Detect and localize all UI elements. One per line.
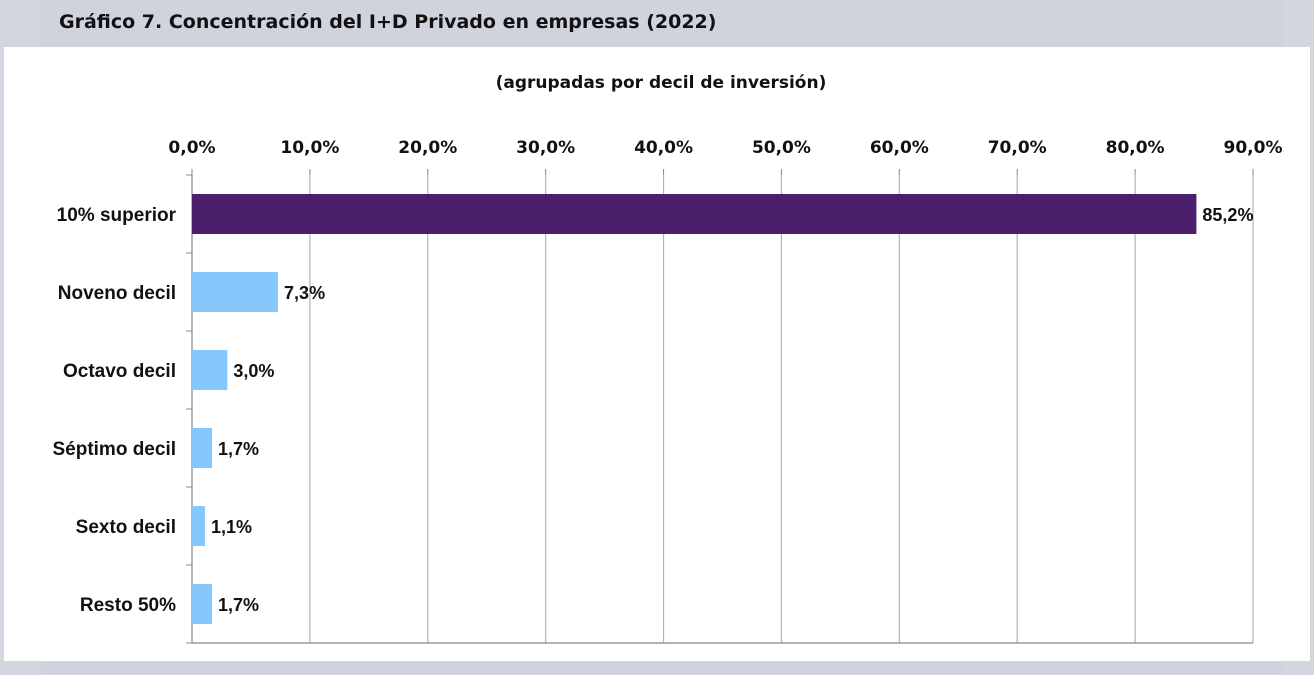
axes [186,169,1254,644]
category-label: Resto 50% [80,595,176,616]
bar [192,272,279,312]
figure-header: Gráfico 7. Concentración del I+D Privado… [41,0,1282,47]
category-label: Sexto decil [76,517,176,538]
bar [192,350,228,390]
gridlines [309,175,1254,643]
x-tick-label: 10,0% [280,138,339,158]
x-tick-label: 90,0% [1224,138,1283,158]
x-tick-label: 20,0% [398,138,457,158]
value-label: 1,7% [218,595,259,615]
category-label: Octavo decil [63,361,176,382]
value-label: 85,2% [1202,205,1253,225]
x-tick-label: 30,0% [516,138,575,158]
figure-footer [41,661,1282,675]
bar [192,584,213,624]
category-label: Noveno decil [58,283,176,304]
x-tick-label: 80,0% [1106,138,1165,158]
category-label: Séptimo decil [52,439,176,460]
category-labels: 10% superior Noveno decil Octavo decil Sépt… [52,205,176,616]
figure-title: Gráfico 7. Concentración del I+D Privado… [59,11,717,33]
x-tick-label: 50,0% [752,138,811,158]
value-label: 7,3% [284,283,325,303]
x-tick-label: 70,0% [988,138,1047,158]
bar [192,506,205,546]
bar [192,194,1197,234]
x-tick-label: 60,0% [870,138,929,158]
bar [192,428,213,468]
x-tick-label: 0,0% [168,138,215,158]
bars [192,194,1197,624]
x-tick-labels: 0,0% 10,0% 20,0% 30,0% 40,0% 50,0% 60,0% 70,0% 8… [168,138,1282,158]
chart-subtitle: (agrupadas por decil de inversión) [496,73,827,93]
value-label: 1,7% [218,439,259,459]
value-labels: 85,2% 7,3% 3,0% 1,7% 1,1% 1,7% [211,205,1253,615]
x-tick-label: 40,0% [634,138,693,158]
category-label: 10% superior [57,205,177,226]
value-label: 1,1% [211,517,252,537]
value-label: 3,0% [233,361,274,381]
